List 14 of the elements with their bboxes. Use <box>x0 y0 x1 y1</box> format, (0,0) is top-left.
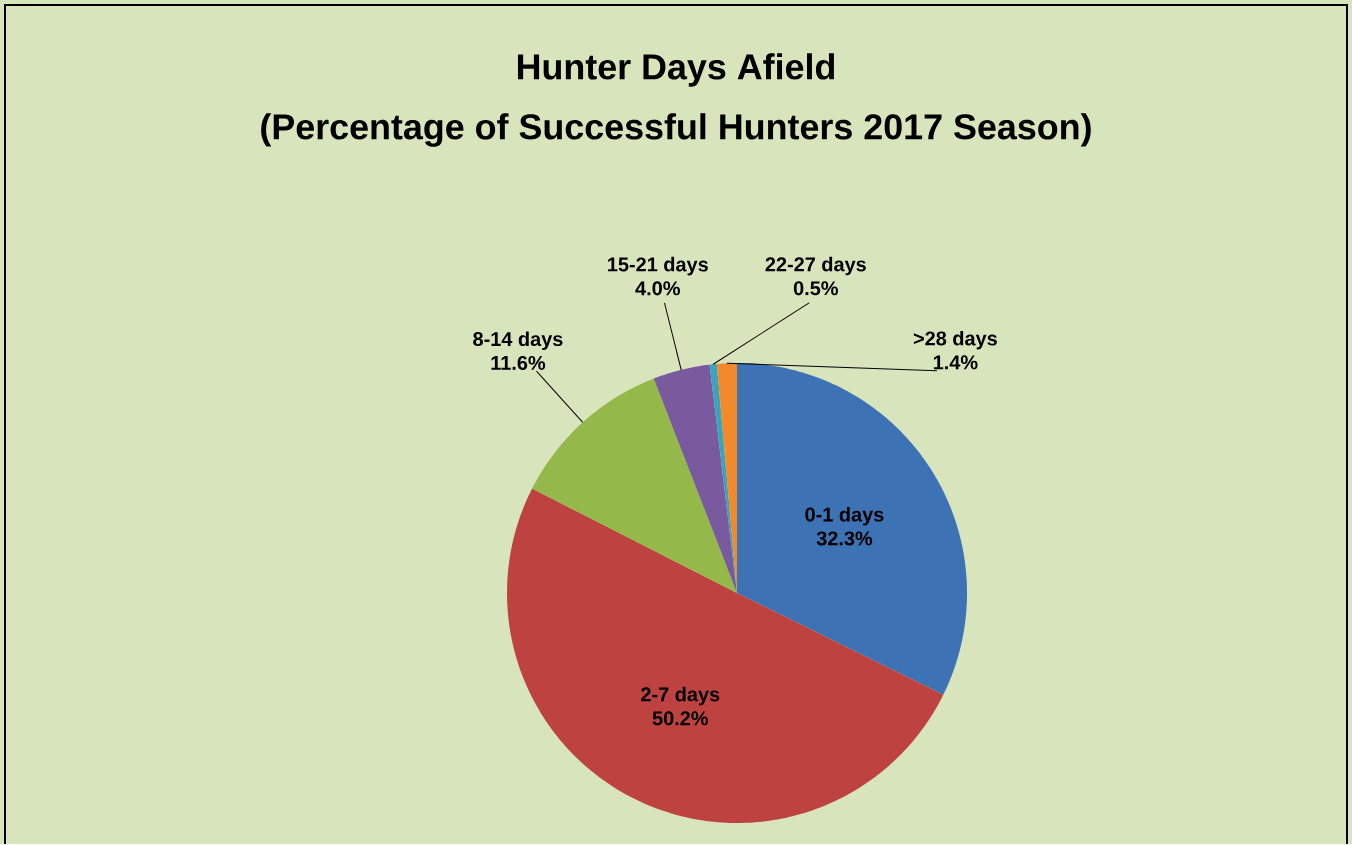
data-label: 32.3% <box>816 531 873 546</box>
slice-label: 8-14 days <box>473 331 563 351</box>
slice-label: 15-21 days <box>608 256 708 276</box>
data-label: 0.5% <box>793 281 838 296</box>
data-label: 50.2% <box>652 711 708 726</box>
slice-label: 22-27 days <box>765 256 866 276</box>
slice-label: >28 days <box>913 330 997 350</box>
data-label: 1.4% <box>933 355 978 370</box>
data-label: 11.6% <box>491 355 546 370</box>
data-label: 4.0% <box>635 281 680 296</box>
slice-label: 2-7 days <box>641 686 720 706</box>
chart-subtitle: (Percentage of Successful Hunters 2017 Season) <box>261 113 1091 147</box>
slice-label: 0-1 days <box>805 506 884 526</box>
chart-title: Hunter Days Afield <box>517 53 835 87</box>
